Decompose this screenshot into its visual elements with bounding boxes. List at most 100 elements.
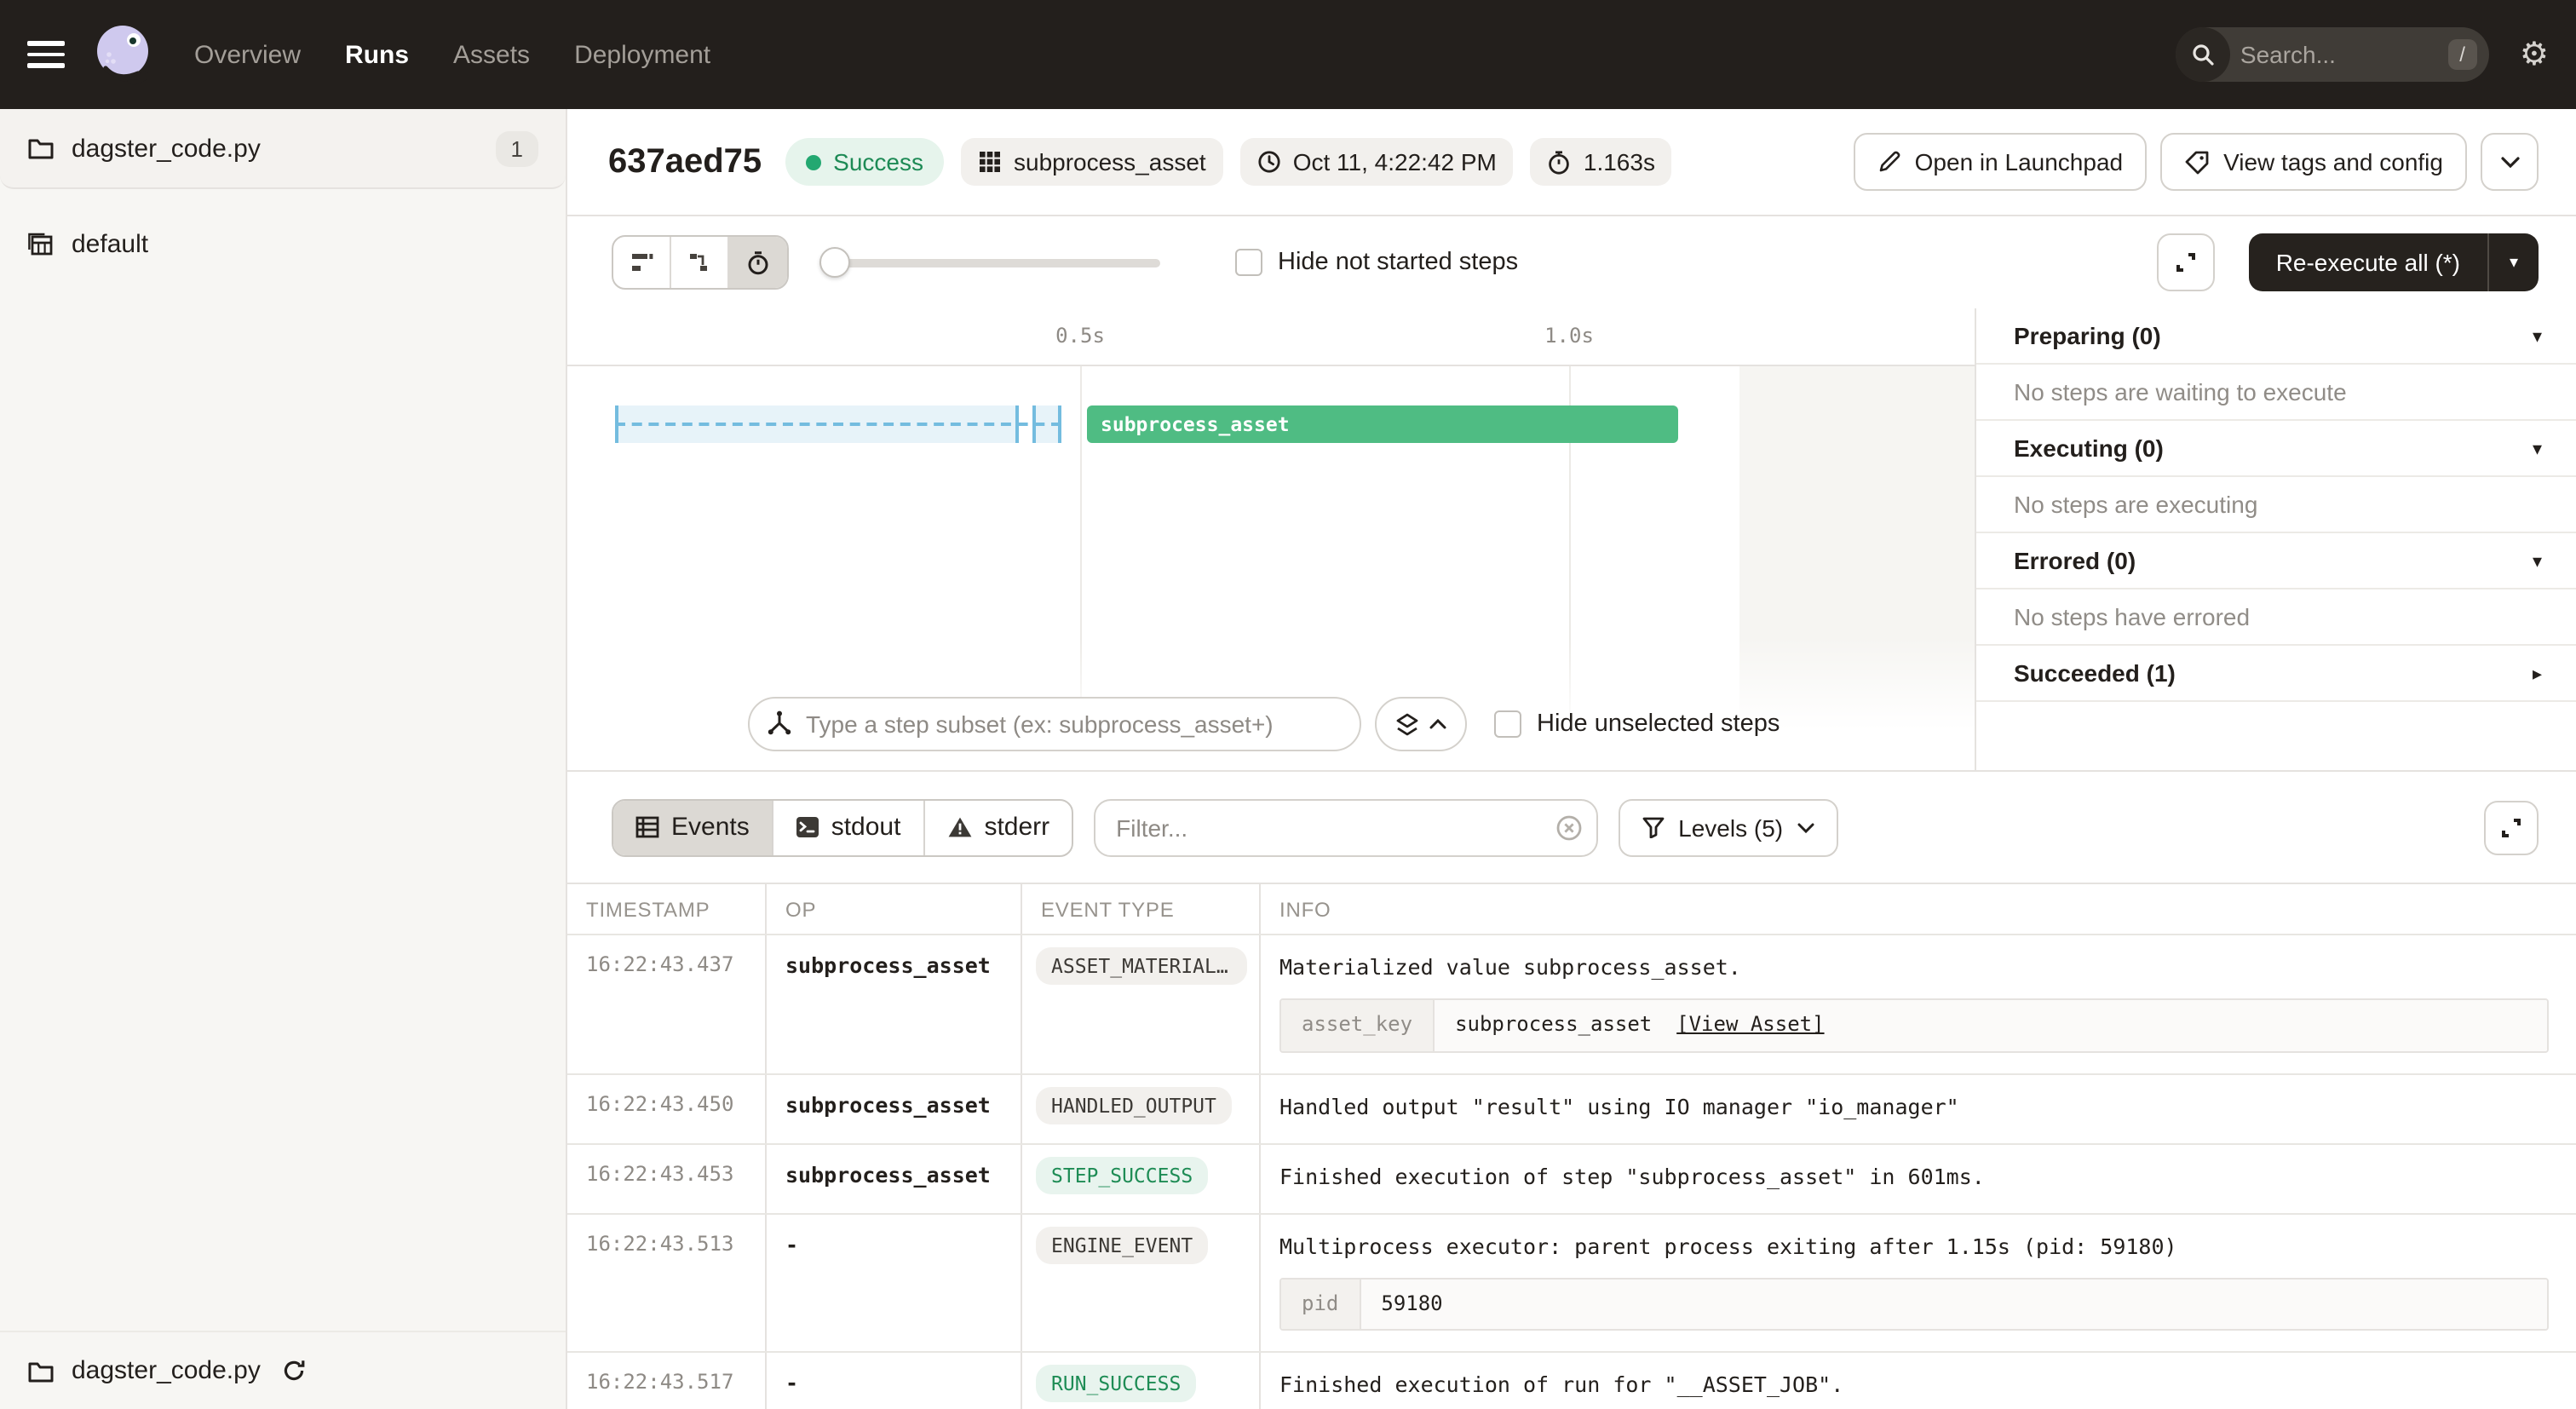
- event-type-badge: ASSET_MATERIALIZAT…: [1036, 947, 1247, 985]
- logs-toolbar: Events stdout stderr: [567, 772, 2576, 883]
- step-subset-input[interactable]: [748, 697, 1361, 751]
- global-search[interactable]: /: [2175, 27, 2489, 82]
- tab-stdout[interactable]: stdout: [773, 800, 925, 854]
- expand-icon: [2176, 253, 2195, 272]
- panel-section-errored[interactable]: Errored (0) ▾: [1976, 533, 2576, 589]
- flat-view-icon: [631, 254, 653, 271]
- job-icon: [28, 232, 53, 255]
- metadata-subtable: pid 59180: [1279, 1277, 2549, 1331]
- sidebar-item-default[interactable]: default: [0, 210, 566, 278]
- levels-filter-button[interactable]: Levels (5): [1619, 798, 1838, 856]
- reexecute-all-button[interactable]: Re-execute all (*) ▾: [2248, 233, 2539, 291]
- events-table-icon: [635, 816, 659, 838]
- hide-unselected-checkbox[interactable]: [1494, 710, 1521, 738]
- event-type-badge: RUN_SUCCESS: [1036, 1365, 1197, 1403]
- gantt-fullscreen-button[interactable]: [2156, 233, 2215, 291]
- settings-gear-icon[interactable]: ⚙: [2519, 37, 2549, 72]
- waterfall-view-button[interactable]: [671, 237, 729, 288]
- log-info: Finished execution of step "subprocess_a…: [1279, 1163, 1985, 1189]
- search-shortcut-badge: /: [2447, 39, 2477, 70]
- gantt-zoom-slider[interactable]: [819, 247, 1160, 278]
- chevron-down-icon: [1797, 822, 1814, 832]
- log-timestamp: 16:22:43.437: [567, 935, 767, 1073]
- stopwatch-icon: [1550, 150, 1570, 174]
- col-header-op: OP: [767, 884, 1022, 934]
- clear-filter-icon[interactable]: [1555, 814, 1583, 841]
- panel-section-preparing[interactable]: Preparing (0) ▾: [1976, 308, 2576, 365]
- log-op: subprocess_asset: [767, 1074, 1022, 1143]
- view-tags-config-button[interactable]: View tags and config: [2160, 133, 2467, 191]
- funnel-icon: [1642, 817, 1665, 838]
- sidebar-item-label: default: [72, 229, 149, 258]
- log-timestamp: 16:22:43.450: [567, 1074, 767, 1143]
- job-count-badge: 1: [495, 130, 538, 166]
- col-header-timestamp: TIMESTAMP: [567, 884, 767, 934]
- timed-view-button[interactable]: [729, 237, 787, 288]
- nav-link-assets[interactable]: Assets: [453, 40, 531, 69]
- nav-link-overview[interactable]: Overview: [194, 40, 302, 69]
- caret-down-icon: ▾: [2532, 326, 2542, 347]
- dagster-logo[interactable]: [89, 20, 157, 89]
- log-timestamp: 16:22:43.517: [567, 1353, 767, 1409]
- gantt-step-bar[interactable]: subprocess_asset: [1087, 405, 1678, 443]
- hide-not-started-checkbox[interactable]: [1235, 249, 1262, 276]
- caret-right-icon: ▸: [2532, 664, 2542, 684]
- graph-query-toggle-button[interactable]: [1375, 697, 1467, 751]
- footer-code-location-name: dagster_code.py: [72, 1356, 261, 1385]
- search-input[interactable]: [2229, 41, 2448, 68]
- tab-stderr[interactable]: stderr: [924, 800, 1072, 854]
- slider-track: [819, 259, 1160, 267]
- panel-section-executing[interactable]: Executing (0) ▾: [1976, 421, 2576, 477]
- duration-chip: 1.163s: [1530, 138, 1672, 186]
- sidebar-code-location-header[interactable]: dagster_code.py 1: [0, 109, 566, 189]
- clock-icon: [1258, 151, 1280, 173]
- log-filter-input[interactable]: [1094, 798, 1599, 856]
- metadata-key: pid: [1281, 1279, 1361, 1330]
- metadata-key: asset_key: [1281, 1000, 1435, 1051]
- log-row[interactable]: 16:22:43.517 - RUN_SUCCESS Finished exec…: [567, 1353, 2576, 1409]
- sidebar: dagster_code.py 1 default dagster_code.p…: [0, 109, 567, 1409]
- slider-handle[interactable]: [819, 247, 850, 278]
- flat-view-button[interactable]: [613, 237, 671, 288]
- panel-hint-row: No steps are waiting to execute: [1976, 365, 2576, 421]
- nav-link-runs[interactable]: Runs: [345, 40, 410, 69]
- axis-tick: 0.5s: [1055, 324, 1105, 348]
- gantt-section: 0.5s 1.0s subprocess_asset: [567, 308, 2576, 772]
- nav-link-deployment[interactable]: Deployment: [574, 40, 711, 69]
- event-type-badge: HANDLED_OUTPUT: [1036, 1086, 1232, 1124]
- open-in-launchpad-button[interactable]: Open in Launchpad: [1853, 133, 2148, 191]
- metadata-subtable: asset_key subprocess_asset [View Asset]: [1279, 998, 2549, 1053]
- log-row[interactable]: 16:22:43.453 subprocess_asset STEP_SUCCE…: [567, 1144, 2576, 1215]
- hamburger-menu-icon[interactable]: [27, 41, 65, 68]
- reload-icon[interactable]: [281, 1358, 307, 1383]
- hide-unselected-toggle[interactable]: Hide unselected steps: [1494, 710, 1780, 738]
- panel-section-succeeded[interactable]: Succeeded (1) ▸: [1976, 646, 2576, 702]
- asset-tag-chip[interactable]: subprocess_asset: [961, 138, 1223, 186]
- log-row[interactable]: 16:22:43.450 subprocess_asset HANDLED_OU…: [567, 1074, 2576, 1145]
- log-op: -: [767, 1214, 1022, 1352]
- waterfall-view-icon: [689, 254, 706, 271]
- step-status-panel: Preparing (0) ▾ No steps are waiting to …: [1975, 308, 2576, 770]
- pencil-icon: [1879, 151, 1900, 172]
- main-content: 637aed75 Success subprocess_asset Oct 11…: [567, 109, 2576, 1409]
- gantt-time-axis: 0.5s 1.0s: [567, 308, 1975, 366]
- log-info: Multiprocess executor: parent process ex…: [1261, 1214, 2576, 1351]
- search-icon: [2175, 27, 2230, 82]
- chevron-down-icon: [2500, 156, 2519, 168]
- log-op: -: [767, 1353, 1022, 1409]
- tag-icon: [2185, 150, 2209, 174]
- reexecute-dropdown-caret[interactable]: ▾: [2487, 233, 2539, 291]
- tab-events[interactable]: Events: [613, 800, 773, 854]
- log-row[interactable]: 16:22:43.513 - ENGINE_EVENT Multiprocess…: [567, 1214, 2576, 1354]
- view-asset-link[interactable]: [View Asset]: [1676, 1012, 1825, 1037]
- op-selector-icon: [768, 710, 791, 735]
- run-actions-chevron-button[interactable]: [2481, 133, 2539, 191]
- log-row[interactable]: 16:22:43.437 subprocess_asset ASSET_MATE…: [567, 935, 2576, 1075]
- run-id: 637aed75: [608, 142, 762, 180]
- event-log-table: TIMESTAMP OP EVENT TYPE INFO 16:22:43.43…: [567, 883, 2576, 1409]
- col-header-event-type: EVENT TYPE: [1022, 884, 1261, 934]
- hide-not-started-toggle[interactable]: Hide not started steps: [1235, 249, 1518, 276]
- sidebar-footer: dagster_code.py: [0, 1331, 566, 1409]
- log-op: subprocess_asset: [767, 1144, 1022, 1213]
- logs-fullscreen-button[interactable]: [2484, 800, 2539, 854]
